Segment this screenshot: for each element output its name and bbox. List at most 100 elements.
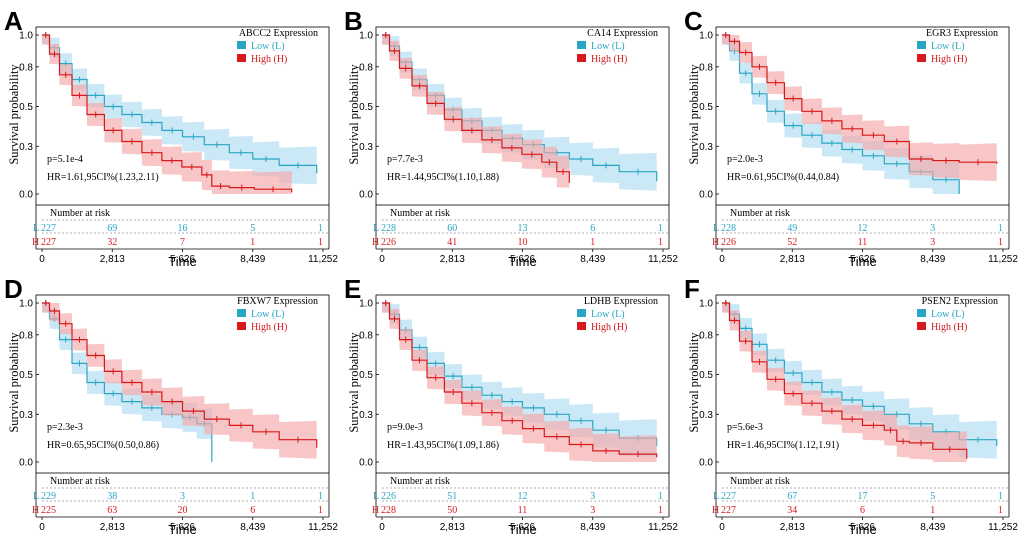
y-tick-label: 0.8	[19, 62, 33, 73]
risk-high-count: 6	[250, 505, 255, 516]
plot-frame	[35, 26, 330, 206]
x-tick-label: 5,626	[850, 254, 875, 265]
p-value: p=5.1e-4	[47, 154, 83, 165]
ci-band-high	[722, 303, 967, 462]
y-axis-label: Survival probability	[7, 64, 21, 165]
km-panel-f: F Survival probability 0.0 0.3 0.5 0.8 1.0 PSEN…	[684, 274, 1018, 537]
y-tick-label: 0.5	[359, 370, 373, 381]
risk-high-count: 1	[658, 505, 663, 516]
x-tick-label: 2,813	[100, 254, 125, 265]
risk-low-count: 5	[930, 491, 935, 502]
legend-label-high: High (H)	[931, 54, 967, 65]
x-tick-label: 5,626	[510, 254, 535, 265]
panel-letter: F	[684, 274, 700, 304]
risk-low-count: 69	[107, 223, 117, 234]
y-tick-label: 1.0	[699, 299, 713, 310]
legend-swatch-low	[577, 309, 586, 317]
p-value: p=2.3e-3	[47, 422, 83, 433]
legend-label-low: Low (L)	[251, 309, 285, 320]
y-tick-label: 1.0	[19, 31, 33, 42]
x-tick-label: 5,626	[510, 522, 535, 533]
x-tick-label: 0	[719, 522, 725, 533]
legend-swatch-low	[577, 41, 586, 49]
ci-band-low	[42, 303, 212, 462]
legend-swatch-low	[237, 309, 246, 317]
risk-high-count: 1	[658, 237, 663, 248]
x-tick-label: 8,439	[240, 522, 265, 533]
x-tick-label: 2,813	[440, 254, 465, 265]
risk-high-count: 52	[787, 237, 797, 248]
legend-label-low: Low (L)	[251, 41, 285, 52]
legend-swatch-low	[917, 309, 926, 317]
risk-high-count: 1	[318, 237, 323, 248]
x-axis-label: Time	[508, 254, 536, 269]
legend-label-low: Low (L)	[931, 41, 965, 52]
plot-frame	[715, 294, 1010, 474]
y-tick-label: 1.0	[699, 31, 713, 42]
risk-low-count: 229	[41, 491, 56, 502]
panel-letter: A	[4, 6, 23, 36]
risk-high-count: 41	[447, 237, 457, 248]
legend-label-high: High (H)	[251, 322, 287, 333]
risk-high-count: 63	[107, 505, 117, 516]
legend-swatch-high	[577, 322, 586, 330]
panel-letter: C	[684, 6, 703, 36]
x-tick-label: 0	[379, 254, 385, 265]
km-panel-e: E Survival probability 0.0 0.3 0.5 0.8 1.0 LDHB…	[344, 274, 678, 537]
survival-curve-high	[42, 302, 318, 448]
legend-label-high: High (H)	[591, 322, 627, 333]
y-tick-label: 0.0	[19, 190, 33, 201]
x-tick-label: 5,626	[170, 254, 195, 265]
risk-low-count: 1	[250, 491, 255, 502]
y-tick-label: 0.3	[359, 142, 373, 153]
risk-low-count: 67	[787, 491, 797, 502]
risk-table-title: Number at risk	[730, 208, 790, 219]
risk-high-count: 7	[180, 237, 185, 248]
legend-label-high: High (H)	[591, 54, 627, 65]
p-value: p=7.7e-3	[387, 154, 423, 165]
ci-band-high	[42, 303, 317, 462]
legend-label-high: High (H)	[931, 322, 967, 333]
legend-label-high: High (H)	[251, 54, 287, 65]
risk-low-count: 5	[250, 223, 255, 234]
y-tick-label: 0.8	[359, 330, 373, 341]
risk-low-count: 3	[180, 491, 185, 502]
survival-curve-low	[42, 34, 318, 174]
risk-low-count: 228	[721, 223, 736, 234]
x-axis-label: Time	[848, 522, 876, 537]
legend-swatch-high	[577, 54, 586, 62]
km-panel-d: D Survival probability 0.0 0.3 0.5 0.8 1.0 FBXW…	[4, 274, 338, 537]
survival-curve-high	[722, 34, 998, 164]
risk-low-count: 6	[590, 223, 595, 234]
x-tick-label: 11,252	[308, 522, 338, 533]
risk-high-count: 6	[860, 505, 865, 516]
risk-high-count: 34	[787, 505, 797, 516]
risk-low-count: 1	[318, 223, 323, 234]
risk-low-count: 1	[658, 223, 663, 234]
ci-band-low	[382, 303, 657, 462]
x-tick-label: 2,813	[780, 522, 805, 533]
ci-band-low	[382, 35, 657, 194]
x-tick-label: 8,439	[920, 254, 945, 265]
panel-letter: B	[344, 6, 363, 36]
risk-low-count: 1	[658, 491, 663, 502]
y-tick-label: 0.5	[19, 370, 33, 381]
y-axis-label: Survival probability	[347, 64, 361, 165]
hazard-ratio: HR=1.44,95CI%(1.10,1.88)	[387, 172, 499, 183]
risk-high-count: 227	[721, 505, 736, 516]
x-tick-label: 2,813	[100, 522, 125, 533]
x-tick-label: 0	[39, 254, 45, 265]
panel-letter: D	[4, 274, 23, 304]
risk-low-count: 1	[998, 491, 1003, 502]
y-tick-label: 0.3	[699, 142, 713, 153]
p-value: p=5.6e-3	[727, 422, 763, 433]
hazard-ratio: HR=1.61,95CI%(1.23,2.11)	[47, 172, 159, 183]
legend-swatch-high	[917, 322, 926, 330]
ci-band-low	[722, 303, 997, 462]
panel-letter: E	[344, 274, 361, 304]
x-axis-label: Time	[168, 522, 196, 537]
risk-low-count: 3	[590, 491, 595, 502]
legend-swatch-high	[237, 322, 246, 330]
risk-low-count: 12	[518, 491, 528, 502]
